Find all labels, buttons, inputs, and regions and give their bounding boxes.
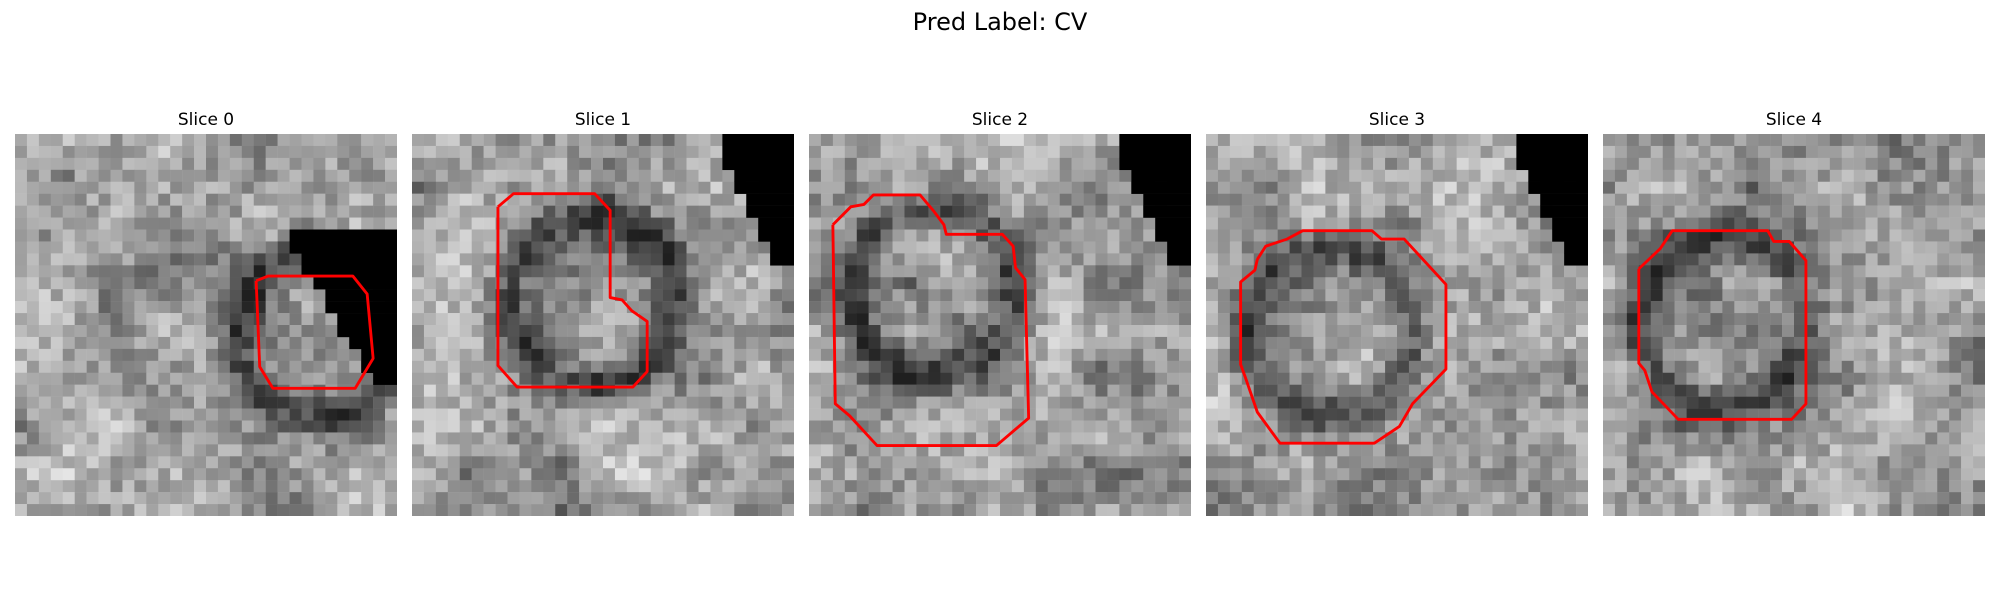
pixel-grid [1206,134,1588,516]
slice-image [809,134,1191,516]
panel-title: Slice 2 [971,110,1029,130]
pixel-grid [15,134,397,516]
slice-image [412,134,794,516]
panel-title: Slice 4 [1765,110,1823,130]
panel-title: Slice 0 [177,110,235,130]
pixel-grid [412,134,794,516]
slice-image [15,134,397,516]
segmentation-contour [496,192,649,389]
segmentation-contour [1637,229,1808,421]
panel-title: Slice 1 [574,110,632,130]
slice-image [1206,134,1588,516]
segmentation-contour [1239,229,1448,445]
pixel-grid [1603,134,1985,516]
slice-image [1603,134,1985,516]
figure-title: Pred Label: CV [912,8,1088,36]
pixel-grid [809,134,1191,516]
segmentation-contour [831,193,1031,448]
segmentation-contour [254,274,375,390]
panel-title: Slice 3 [1368,110,1426,130]
